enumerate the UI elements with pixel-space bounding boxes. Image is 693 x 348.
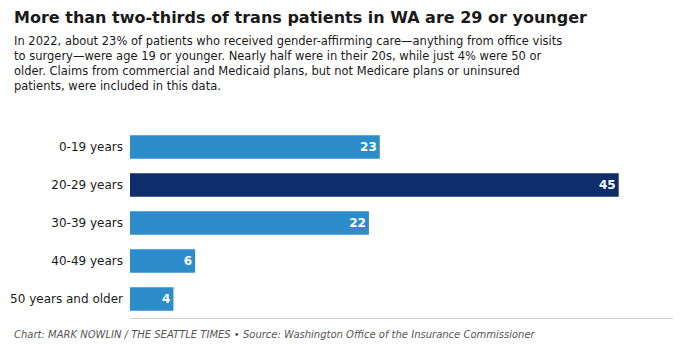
svg-text:30-39 years: 30-39 years [51,216,123,230]
svg-text:20-29 years: 20-29 years [51,178,123,192]
svg-text:Chart: MARK NOWLIN / THE SEATT: Chart: MARK NOWLIN / THE SEATTLE TIMES •… [14,329,536,340]
svg-text:23: 23 [360,140,377,154]
svg-text:22: 22 [349,216,366,230]
svg-text:40-49 years: 40-49 years [51,254,123,268]
svg-text:0-19 years: 0-19 years [59,140,123,154]
svg-text:4: 4 [162,292,170,306]
svg-text:More than two-thirds of trans: More than two-thirds of trans patients i… [14,8,587,27]
svg-text:In 2022, about 23% of patients: In 2022, about 23% of patients who recei… [14,34,562,93]
svg-text:50 years and older: 50 years and older [10,292,123,306]
svg-text:6: 6 [184,254,192,268]
svg-text:45: 45 [599,178,616,192]
